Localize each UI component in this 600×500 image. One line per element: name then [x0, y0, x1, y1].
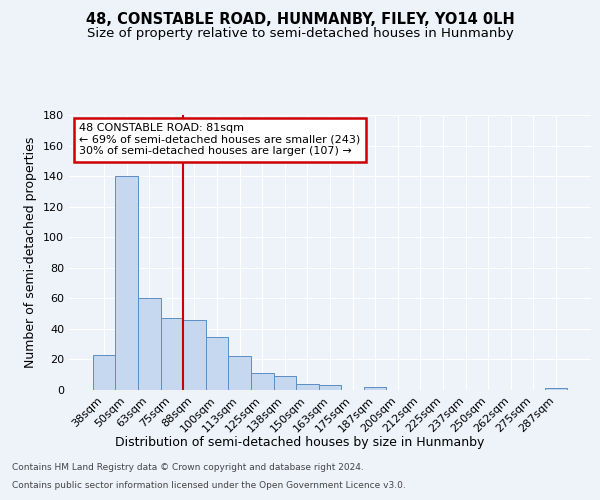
Bar [229, 356, 251, 390]
Bar [545, 388, 567, 390]
Text: Contains public sector information licensed under the Open Government Licence v3: Contains public sector information licen… [12, 481, 406, 490]
Text: 48, CONSTABLE ROAD, HUNMANBY, FILEY, YO14 0LH: 48, CONSTABLE ROAD, HUNMANBY, FILEY, YO1… [86, 12, 514, 28]
Bar [364, 387, 386, 390]
Bar [296, 384, 319, 390]
Text: Distribution of semi-detached houses by size in Hunmanby: Distribution of semi-detached houses by … [115, 436, 485, 449]
Text: Size of property relative to semi-detached houses in Hunmanby: Size of property relative to semi-detach… [86, 28, 514, 40]
Text: 48 CONSTABLE ROAD: 81sqm
← 69% of semi-detached houses are smaller (243)
30% of : 48 CONSTABLE ROAD: 81sqm ← 69% of semi-d… [79, 123, 361, 156]
Bar [206, 336, 229, 390]
Bar [183, 320, 206, 390]
Y-axis label: Number of semi-detached properties: Number of semi-detached properties [25, 137, 37, 368]
Bar [161, 318, 183, 390]
Bar [93, 355, 115, 390]
Text: Contains HM Land Registry data © Crown copyright and database right 2024.: Contains HM Land Registry data © Crown c… [12, 464, 364, 472]
Bar [115, 176, 138, 390]
Bar [251, 373, 274, 390]
Bar [319, 386, 341, 390]
Bar [274, 376, 296, 390]
Bar [138, 298, 161, 390]
